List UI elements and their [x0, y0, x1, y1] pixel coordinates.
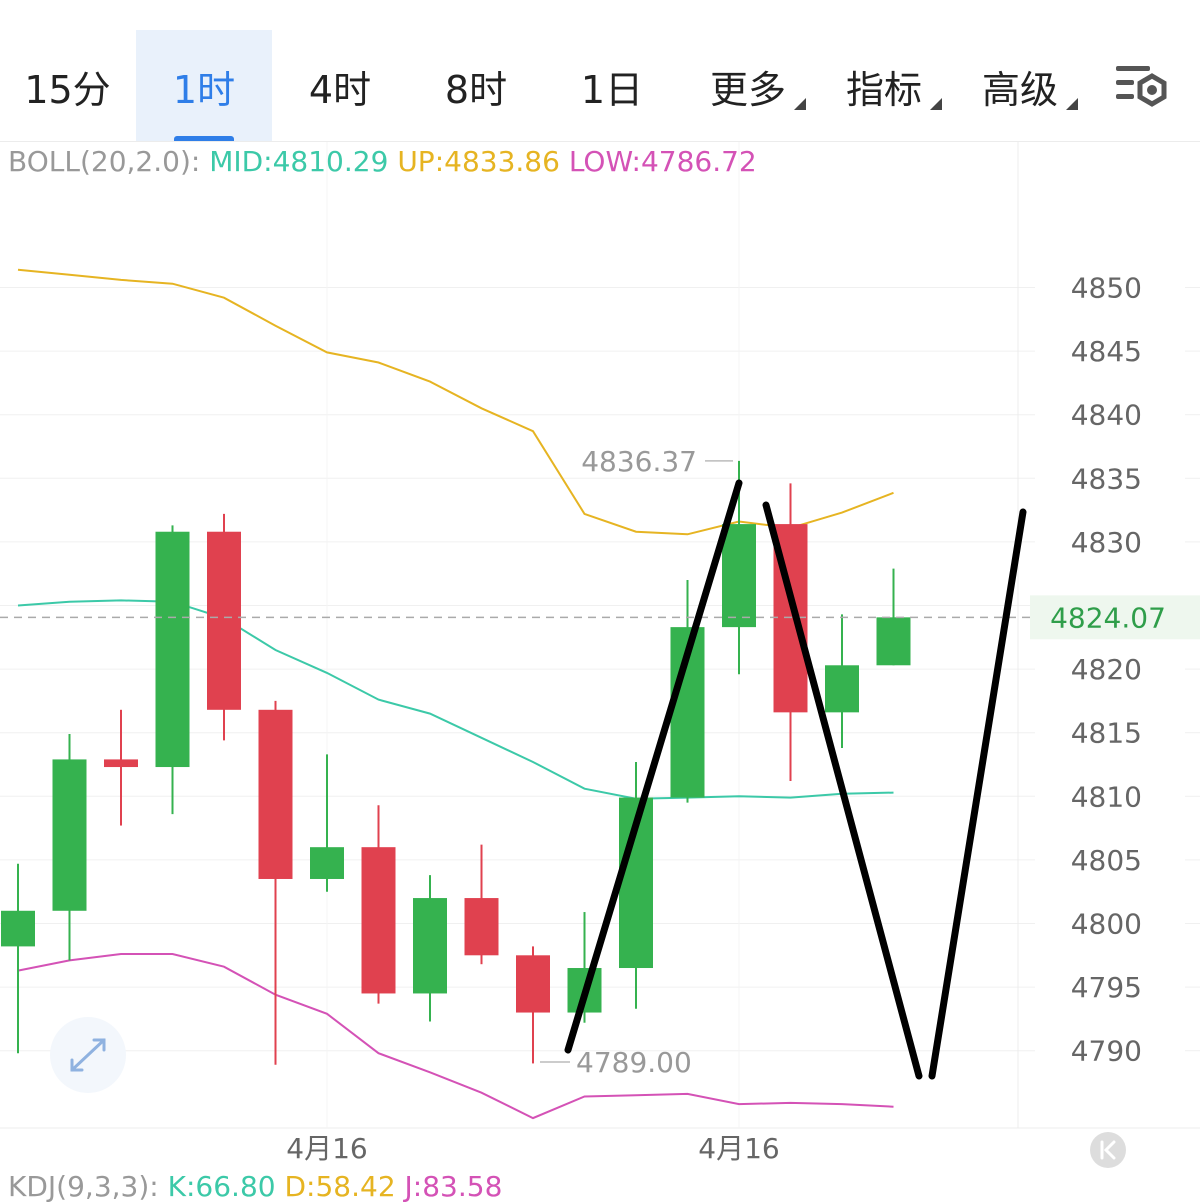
candle-body [52, 759, 87, 911]
candle-body [516, 955, 550, 1013]
active-tab-indicator [174, 136, 234, 142]
chart-settings-icon [1116, 66, 1167, 107]
y-tick-label: 4810 [1071, 780, 1142, 813]
y-tick-label: 4845 [1071, 335, 1142, 368]
drawn-line [928, 508, 1027, 1080]
tab-label: 高级 [981, 67, 1058, 112]
candle-body [207, 531, 241, 710]
candle-body [310, 847, 344, 879]
tab-1h[interactable]: 1时 [136, 30, 272, 142]
kdj-k-value: K:66.80 [167, 1170, 276, 1203]
boll-bands [17, 268, 894, 1120]
expand-icon [70, 1038, 106, 1072]
x-tick-label: 4月16 [286, 1132, 367, 1165]
dropdown-caret-icon [1066, 98, 1078, 110]
trend-drawing [564, 479, 1027, 1080]
tab-label: 指标 [845, 67, 922, 112]
drawn-line [564, 479, 743, 1054]
boll-legend: BOLL(20,2.0): MID:4810.29 UP:4833.86 LOW… [8, 145, 757, 178]
y-tick-label: 4840 [1071, 399, 1142, 432]
last-price-box [1030, 595, 1200, 640]
y-tick-label: 4820 [1071, 653, 1142, 686]
expand-button[interactable] [50, 1017, 126, 1093]
tab-label: 1时 [172, 67, 236, 112]
dropdown-caret-icon [930, 98, 942, 110]
kdj-d-value: D:58.42 [284, 1170, 396, 1203]
tab-label: 8时 [444, 67, 508, 112]
candle-body [825, 665, 859, 713]
y-tick-label: 4800 [1071, 908, 1142, 941]
tab-indicators[interactable]: 指标 [816, 30, 952, 142]
boll-mid-line [17, 599, 894, 800]
candle-body [104, 759, 138, 768]
boll-upper-line [17, 268, 894, 536]
y-tick-label: 4830 [1071, 526, 1142, 559]
y-tick-label: 4795 [1071, 971, 1142, 1004]
tab-label: 1日 [580, 67, 644, 112]
x-tick-label: 4月16 [698, 1132, 779, 1165]
y-tick-label: 4815 [1071, 717, 1142, 750]
candle-body [361, 847, 396, 994]
scroll-latest-icon [1100, 1140, 1116, 1160]
header-divider [0, 141, 1200, 142]
scroll-to-latest-button[interactable] [1090, 1132, 1126, 1168]
y-tick-label: 4790 [1071, 1035, 1142, 1068]
timeframe-tabbar: 15分 1时 4时 8时 1日 更多 指标 高级 [0, 30, 1200, 142]
y-tick-label: 4805 [1071, 844, 1142, 877]
tab-1d[interactable]: 1日 [544, 30, 680, 142]
drawn-line [762, 501, 923, 1080]
y-tick-label: 4835 [1071, 462, 1142, 495]
kdj-name: KDJ(9,3,3): [8, 1170, 159, 1203]
tab-8h[interactable]: 8时 [408, 30, 544, 142]
candle-body [413, 898, 447, 994]
tab-4h[interactable]: 4时 [272, 30, 408, 142]
y-tick-label: 4850 [1071, 272, 1142, 305]
boll-name: BOLL(20,2.0): [8, 145, 201, 178]
candle-body [1, 910, 35, 947]
candle-body [464, 898, 499, 956]
tab-more[interactable]: 更多 [680, 30, 816, 142]
dropdown-caret-icon [794, 98, 806, 110]
axes: 4850 4845 4840 4835 4830 4820 4815 4810 4805 4800… [286, 272, 1142, 1166]
boll-mid-value: MID:4810.29 [209, 145, 389, 178]
tab-15m[interactable]: 15分 [0, 30, 135, 142]
boll-lower-line [17, 953, 894, 1120]
boll-low-value: LOW:4786.72 [568, 145, 757, 178]
tab-advanced[interactable]: 高级 [952, 30, 1088, 142]
tab-label: 4时 [308, 67, 372, 112]
last-price-label: 4824.07 [1050, 601, 1166, 634]
candle-body [155, 531, 190, 768]
candle-body [876, 617, 911, 666]
annotations: 4836.37 4789.00 [540, 445, 733, 1079]
tab-label: 更多 [709, 67, 786, 112]
kdj-legend: KDJ(9,3,3): K:66.80 D:58.42 J:83.58 [8, 1170, 502, 1203]
high-price-label: 4836.37 [581, 445, 697, 478]
boll-up-value: UP:4833.86 [397, 145, 560, 178]
chart-settings-button[interactable] [1110, 58, 1170, 114]
kdj-j-value: J:83.58 [404, 1170, 503, 1203]
low-price-label: 4789.00 [576, 1046, 692, 1079]
last-price-line: 4824.07 [0, 595, 1200, 640]
tab-label: 15分 [24, 67, 111, 112]
candle-body [258, 709, 293, 879]
candle-body [722, 524, 756, 628]
candles [1, 460, 911, 1065]
